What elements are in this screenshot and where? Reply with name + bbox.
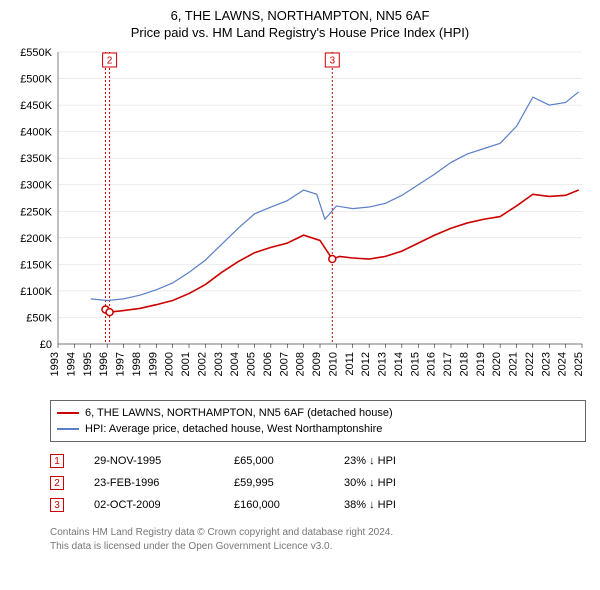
attribution-line1: Contains HM Land Registry data © Crown c… [50, 526, 586, 540]
svg-text:£50K: £50K [26, 312, 52, 324]
svg-text:1994: 1994 [65, 352, 77, 376]
chart-container: 6, THE LAWNS, NORTHAMPTON, NN5 6AF Price… [0, 0, 600, 553]
svg-text:2019: 2019 [475, 352, 487, 376]
svg-text:2025: 2025 [573, 352, 585, 376]
svg-text:1993: 1993 [49, 352, 61, 376]
sale-date: 02-OCT-2009 [94, 499, 214, 511]
svg-text:3: 3 [330, 56, 336, 67]
svg-text:2004: 2004 [229, 352, 241, 376]
sale-hpi: 30% ↓ HPI [344, 477, 454, 489]
svg-text:£550K: £550K [20, 47, 52, 59]
svg-text:2022: 2022 [524, 352, 536, 376]
chart-title: 6, THE LAWNS, NORTHAMPTON, NN5 6AF [0, 8, 600, 23]
svg-text:1998: 1998 [131, 352, 143, 376]
svg-text:2024: 2024 [557, 352, 569, 376]
legend-label: 6, THE LAWNS, NORTHAMPTON, NN5 6AF (deta… [85, 407, 393, 419]
svg-text:£0: £0 [40, 339, 52, 351]
sale-price: £65,000 [234, 455, 324, 467]
line-chart-svg: £0 £50K £100K £150K £200K £250K £300K £350K £400… [10, 44, 590, 394]
svg-text:2021: 2021 [508, 352, 520, 376]
svg-text:2016: 2016 [426, 352, 438, 376]
svg-text:2012: 2012 [360, 352, 372, 376]
attribution-text: Contains HM Land Registry data © Crown c… [50, 526, 586, 553]
svg-text:£450K: £450K [20, 100, 52, 112]
sale-row: 1 29-NOV-1995 £65,000 23% ↓ HPI [50, 450, 586, 472]
svg-text:2000: 2000 [164, 352, 176, 376]
svg-text:2023: 2023 [540, 352, 552, 376]
legend-label: HPI: Average price, detached house, West… [85, 423, 382, 435]
chart-header: 6, THE LAWNS, NORTHAMPTON, NN5 6AF Price… [0, 0, 600, 44]
svg-text:£350K: £350K [20, 153, 52, 165]
sales-table: 1 29-NOV-1995 £65,000 23% ↓ HPI 2 23-FEB-1996… [50, 450, 586, 516]
svg-text:2020: 2020 [491, 352, 503, 376]
svg-text:2015: 2015 [409, 352, 421, 376]
svg-text:1999: 1999 [147, 352, 159, 376]
attribution-line2: This data is licensed under the Open Gov… [50, 540, 586, 554]
svg-text:2: 2 [107, 56, 113, 67]
svg-text:2014: 2014 [393, 352, 405, 376]
sale-row: 2 23-FEB-1996 £59,995 30% ↓ HPI [50, 472, 586, 494]
svg-text:2006: 2006 [262, 352, 274, 376]
sale-hpi: 38% ↓ HPI [344, 499, 454, 511]
svg-text:£300K: £300K [20, 180, 52, 192]
svg-text:1995: 1995 [82, 352, 94, 376]
legend-swatch [57, 428, 79, 430]
svg-text:2001: 2001 [180, 352, 192, 376]
sale-marker-box: 1 [50, 454, 64, 468]
legend-item: 6, THE LAWNS, NORTHAMPTON, NN5 6AF (deta… [57, 405, 579, 421]
svg-text:£150K: £150K [20, 259, 52, 271]
sale-marker-box: 2 [50, 476, 64, 490]
svg-text:2013: 2013 [377, 352, 389, 376]
legend-item: HPI: Average price, detached house, West… [57, 421, 579, 437]
svg-text:£400K: £400K [20, 127, 52, 139]
sale-date: 29-NOV-1995 [94, 455, 214, 467]
svg-text:2018: 2018 [458, 352, 470, 376]
svg-text:2007: 2007 [278, 352, 290, 376]
svg-text:£100K: £100K [20, 286, 52, 298]
svg-text:2002: 2002 [196, 352, 208, 376]
sale-marker-box: 3 [50, 498, 64, 512]
sale-price: £59,995 [234, 477, 324, 489]
svg-text:2008: 2008 [295, 352, 307, 376]
svg-text:2003: 2003 [213, 352, 225, 376]
sale-date: 23-FEB-1996 [94, 477, 214, 489]
chart-area: £0 £50K £100K £150K £200K £250K £300K £350K £400… [0, 44, 600, 394]
svg-text:2010: 2010 [327, 352, 339, 376]
svg-text:£250K: £250K [20, 206, 52, 218]
sale-row: 3 02-OCT-2009 £160,000 38% ↓ HPI [50, 494, 586, 516]
svg-text:1997: 1997 [115, 352, 127, 376]
chart-subtitle: Price paid vs. HM Land Registry's House … [0, 25, 600, 40]
sale-price: £160,000 [234, 499, 324, 511]
svg-text:1996: 1996 [98, 352, 110, 376]
legend-swatch [57, 412, 79, 414]
svg-text:2017: 2017 [442, 352, 454, 376]
chart-legend: 6, THE LAWNS, NORTHAMPTON, NN5 6AF (deta… [50, 400, 586, 442]
sale-hpi: 23% ↓ HPI [344, 455, 454, 467]
svg-text:2005: 2005 [246, 352, 258, 376]
svg-text:2011: 2011 [344, 352, 356, 376]
svg-text:£500K: £500K [20, 74, 52, 86]
svg-text:£200K: £200K [20, 233, 52, 245]
svg-text:2009: 2009 [311, 352, 323, 376]
